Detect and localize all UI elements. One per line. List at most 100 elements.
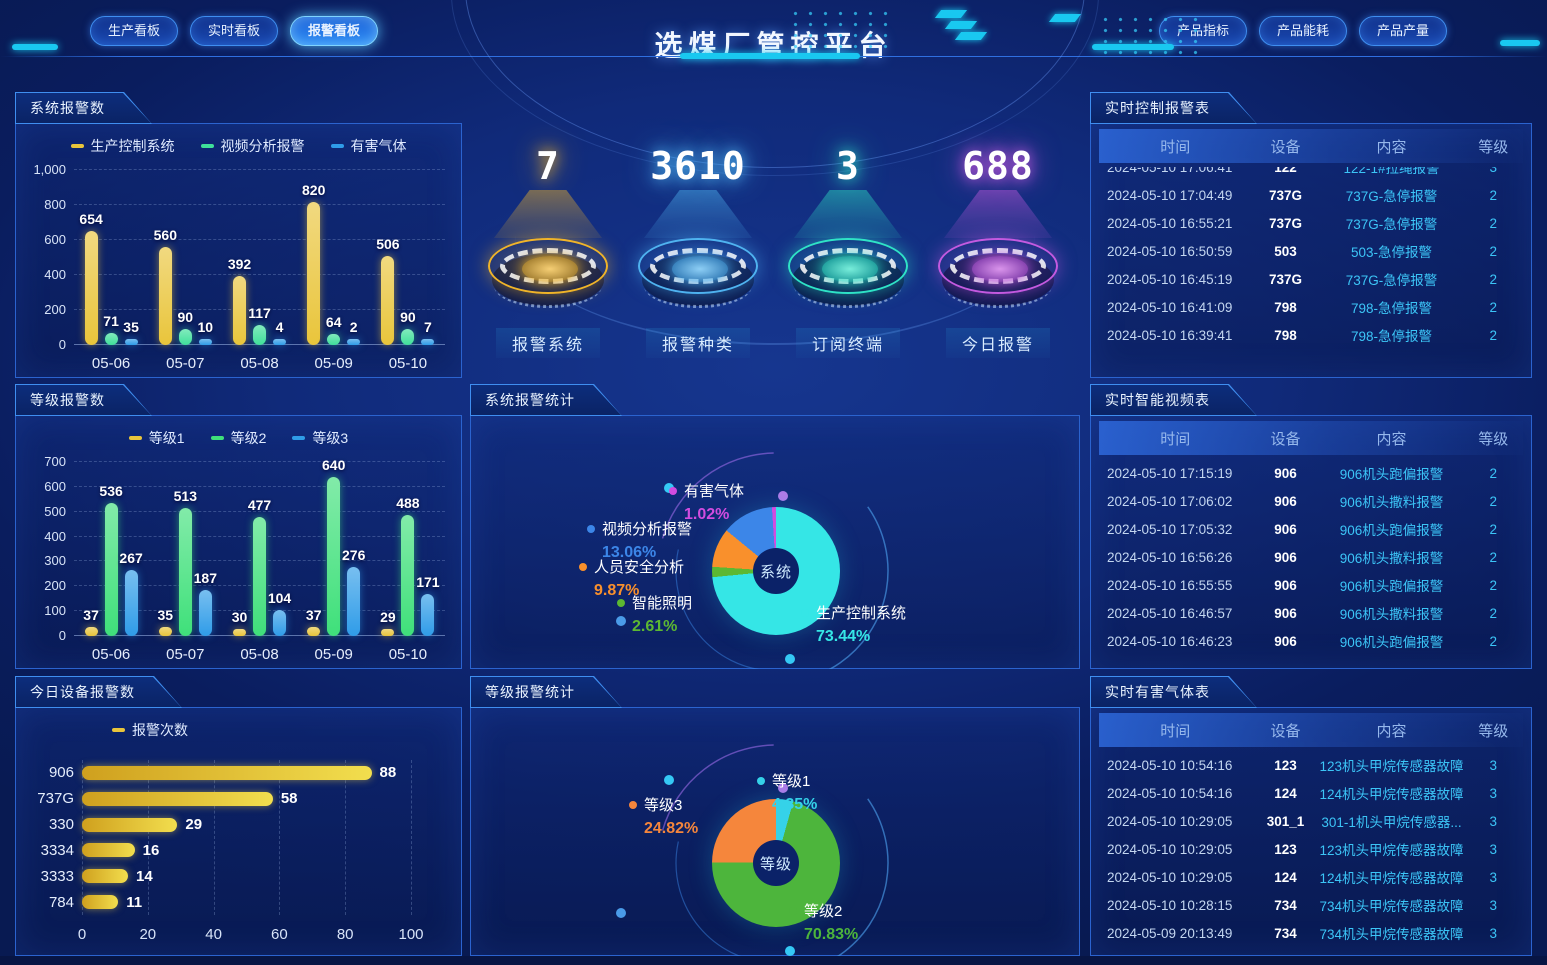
bar-value-label: 104 — [267, 590, 292, 607]
cell-device: 906 — [1274, 521, 1297, 537]
panel-today-device-alarm: 今日设备报警数 报警次数 0 20 40 60 80 100 906 88 737G 58 330 29… — [15, 676, 462, 956]
stat-label: 订阅终端 — [795, 328, 900, 358]
bar-shape — [233, 276, 246, 345]
bar-value-label: 90 — [400, 309, 416, 326]
bar-value-label: 16 — [142, 841, 160, 859]
bar-groups: 37 536 267 05-06 35 513 187 05-07 30 477 104 05-08 3… — [74, 457, 445, 663]
table-row: 2024-05-10 16:55:21 737G 737G-急停报警 2 — [1099, 209, 1523, 237]
decor-orbit-arcs — [616, 452, 895, 669]
category-label: 3333 — [40, 867, 74, 885]
nav-button-产品产量[interactable]: 产品产量 — [1359, 16, 1447, 46]
cell-content: 124机头甲烷传感器故障 — [1319, 871, 1464, 886]
donut-label-dot — [617, 598, 625, 607]
gridline — [74, 485, 445, 487]
bar-等级1: 29 — [380, 462, 396, 636]
table-header-cell-设备: 设备 — [1270, 722, 1301, 740]
category-label: 784 — [48, 893, 74, 911]
legend-item-等级2: 等级2 — [210, 428, 267, 448]
table-row: 2024-05-10 17:06:02 906 906机头撒料报警 2 — [1099, 487, 1523, 515]
legend-marker — [292, 436, 306, 440]
bar-shape — [158, 627, 172, 636]
table-row: 2024-05-10 17:06:41 122 122-1#拉绳报警 3 — [1099, 167, 1523, 181]
legend-item-等级1: 等级1 — [128, 428, 185, 448]
cell-content: 798-急停报警 — [1351, 329, 1433, 344]
x-axis-category-label: 05-10 — [388, 646, 428, 663]
bar-等级1: 30 — [232, 462, 247, 636]
table-row: 2024-05-10 16:46:23 906 906机头跑偏报警 2 — [1099, 627, 1523, 655]
donut-label-text: 生产控制系统 — [816, 605, 907, 622]
table-header-cell-设备: 设备 — [1270, 430, 1301, 448]
gridline — [279, 760, 281, 915]
cell-device: 301_1 — [1266, 813, 1305, 829]
table-header: 时间 设备 内容 等级 — [1099, 713, 1523, 747]
table-header-cell-时间: 时间 — [1160, 430, 1191, 448]
legend-label: 等级2 — [230, 430, 267, 446]
cell-content: 906机头跑偏报警 — [1339, 579, 1444, 594]
table-body: 2024-05-10 17:06:41 122 122-1#拉绳报警 3 2024-05… — [1099, 167, 1523, 376]
cell-level: 2 — [1489, 215, 1498, 231]
stats-stage: 7 报警系统 3610 报警种类 3 订阅终端 688 今日报警 — [451, 0, 1099, 380]
cell-device: 124 — [1274, 785, 1297, 801]
cell-level: 2 — [1489, 299, 1498, 315]
cell-level: 3 — [1489, 925, 1498, 941]
panel-body: 时间 设备 内容 等级 2024-05-10 17:15:19 906 906机头跑偏报警 2… — [1090, 415, 1532, 669]
panel-title: 实时有害气体表 — [1105, 684, 1210, 700]
legend-item-视频分析报警: 视频分析报警 — [200, 136, 305, 156]
bar-value-label: 29 — [380, 608, 396, 625]
bar-shape — [327, 476, 341, 636]
cell-level: 2 — [1489, 187, 1498, 203]
bar-有害气体: 7 — [421, 170, 435, 345]
gridline — [74, 461, 445, 462]
bar-group-05-06: 37 536 267 05-06 — [74, 462, 148, 663]
cell-content: 906机头跑偏报警 — [1339, 467, 1444, 482]
table-row: 2024-05-10 16:39:41 798 798-急停报警 2 — [1099, 321, 1523, 349]
nav-button-生产看板[interactable]: 生产看板 — [90, 16, 178, 46]
cell-time: 2024-05-10 17:06:02 — [1107, 493, 1233, 509]
bar-shape — [158, 247, 172, 345]
cell-device: 906 — [1274, 605, 1297, 621]
x-axis-category-label: 05-06 — [91, 355, 131, 372]
table-header-cell-内容: 内容 — [1376, 722, 1407, 740]
legend-marker — [200, 144, 214, 148]
cell-content: 122-1#拉绳报警 — [1343, 167, 1440, 176]
panel-level-alarm-stats: 等级报警统计 等级 等级1 4.35% 等级2 70.83% 等级3 24.82% — [470, 676, 1080, 961]
y-axis-tick-label: 0 — [58, 628, 66, 643]
cell-content: 798-急停报警 — [1351, 301, 1433, 316]
cell-device: 798 — [1274, 299, 1297, 315]
today-device-bar-chart: 报警次数 0 20 40 60 80 100 906 88 737G 58 330 29 3334 16 33… — [16, 708, 461, 955]
donut-label-text: 智能照明 — [632, 595, 693, 612]
table-header-cell-时间: 时间 — [1160, 138, 1191, 156]
donut-label-name: 有害气体 — [669, 480, 744, 501]
gridline — [74, 274, 445, 275]
cell-content: 906机头撒料报警 — [1339, 551, 1444, 566]
legend-marker — [70, 144, 84, 148]
nav-button-报警看板[interactable]: 报警看板 — [290, 16, 378, 46]
bar-等级2: 488 — [396, 462, 420, 636]
donut-label-text: 视频分析报警 — [602, 521, 693, 538]
cell-level: 2 — [1489, 633, 1498, 649]
cell-level: 2 — [1489, 465, 1498, 481]
hbar-row-784: 784 11 — [49, 889, 411, 915]
cell-time: 2024-05-10 17:06:41 — [1107, 167, 1233, 175]
nav-button-实时看板[interactable]: 实时看板 — [190, 16, 278, 46]
table-row: 2024-05-10 16:45:19 737G 737G-急停报警 2 — [1099, 265, 1523, 293]
nav-button-产品能耗[interactable]: 产品能耗 — [1259, 16, 1347, 46]
legend-label: 视频分析报警 — [220, 138, 305, 154]
decor-orbit-arcs — [616, 744, 895, 961]
donut-center-label: 等级 — [753, 840, 799, 886]
stat-label: 报警系统 — [495, 328, 600, 358]
bar-shape — [104, 332, 118, 345]
stat-podium-订阅终端: 3 订阅终端 — [778, 144, 918, 358]
bar-group-05-08: 392 117 4 05-08 — [222, 170, 296, 372]
bar-有害气体: 4 — [273, 170, 286, 345]
bar-value-label: 640 — [322, 456, 346, 473]
donut-label-percent: 4.35% — [772, 796, 818, 813]
decor-disc-dots — [944, 264, 1052, 308]
donut-label-percent: 13.06% — [602, 544, 657, 561]
bar-value-label: 654 — [79, 210, 103, 227]
x-axis-tick-label: 40 — [205, 926, 222, 943]
decor-light-beam — [644, 190, 752, 238]
bar-shape — [82, 869, 129, 884]
cell-device: 737G — [1269, 215, 1303, 231]
table-header-cell-内容: 内容 — [1376, 138, 1407, 156]
